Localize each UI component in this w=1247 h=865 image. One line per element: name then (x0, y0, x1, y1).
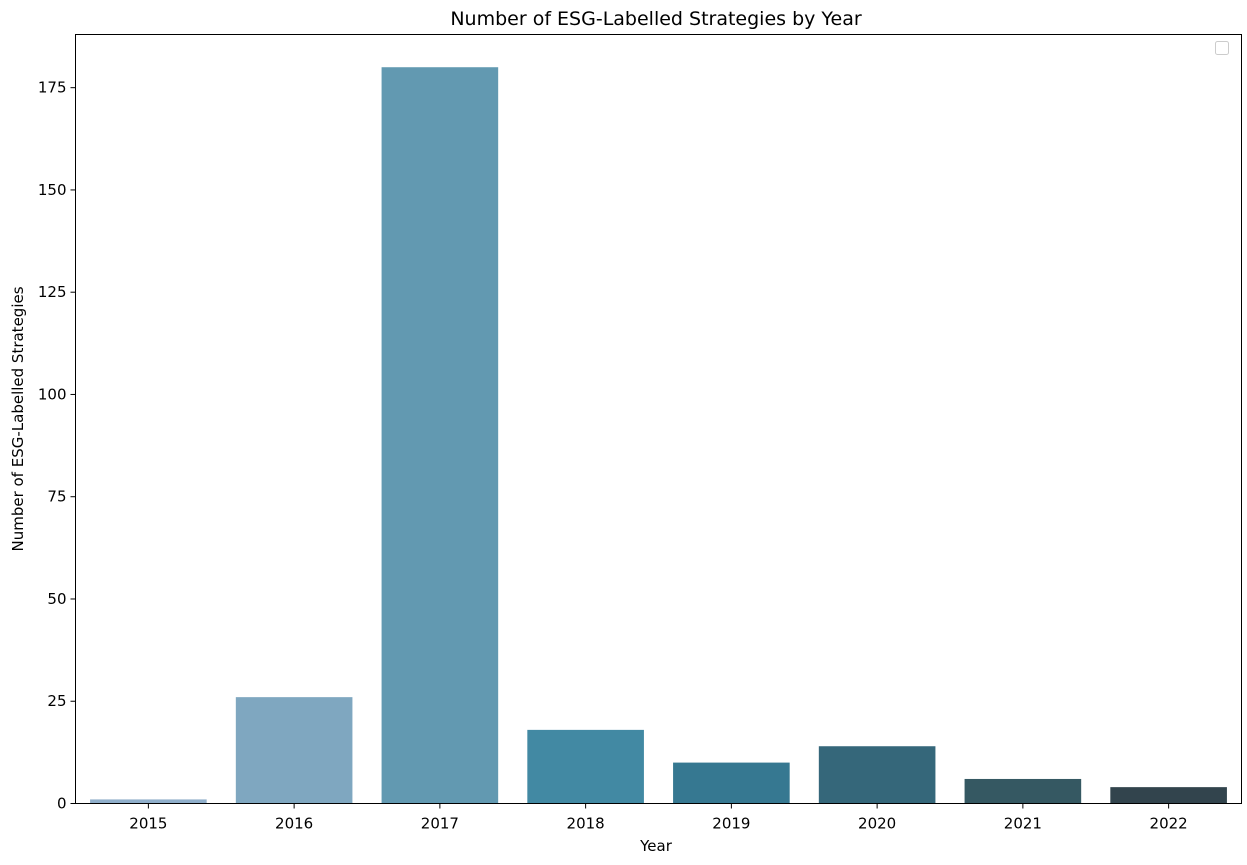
y-axis-ticks: 0 25 50 75 100 125 150 175 (38, 79, 76, 813)
x-tick-label: 2019 (712, 815, 750, 833)
bars-group (90, 67, 1227, 804)
y-tick-label: 25 (47, 692, 66, 710)
bar-2016 (235, 697, 353, 804)
x-tick-label: 2021 (1004, 815, 1042, 833)
x-tick-label: 2022 (1150, 815, 1188, 833)
bar-2019 (673, 762, 790, 804)
x-tick-label: 2015 (129, 815, 167, 833)
y-tick-label: 100 (38, 385, 67, 403)
y-axis-label: Number of ESG-Labelled Strategies (9, 286, 27, 551)
bar-2020 (818, 746, 936, 804)
plot-frame (75, 34, 1242, 804)
y-tick-label: 175 (38, 79, 67, 97)
bar-2017 (381, 67, 499, 804)
chart-title: Number of ESG-Labelled Strategies by Yea… (450, 8, 862, 30)
y-tick-label: 75 (47, 488, 66, 506)
x-tick-label: 2020 (858, 815, 896, 833)
x-tick-label: 2016 (275, 815, 313, 833)
x-axis-label: Year (639, 837, 673, 855)
y-tick-label: 125 (38, 283, 67, 301)
bar-2021 (964, 778, 1082, 804)
bar-2015 (90, 799, 207, 804)
y-tick-label: 150 (38, 181, 67, 199)
x-tick-label: 2017 (421, 815, 459, 833)
y-tick-label: 0 (57, 795, 67, 813)
bar-2018 (527, 729, 644, 804)
x-axis-ticks: 2015 2016 2017 2018 2019 2020 2021 2022 (129, 803, 1188, 833)
legend-box (1215, 41, 1229, 55)
y-tick-label: 50 (47, 590, 66, 608)
x-tick-label: 2018 (567, 815, 605, 833)
bar-2022 (1110, 787, 1227, 804)
